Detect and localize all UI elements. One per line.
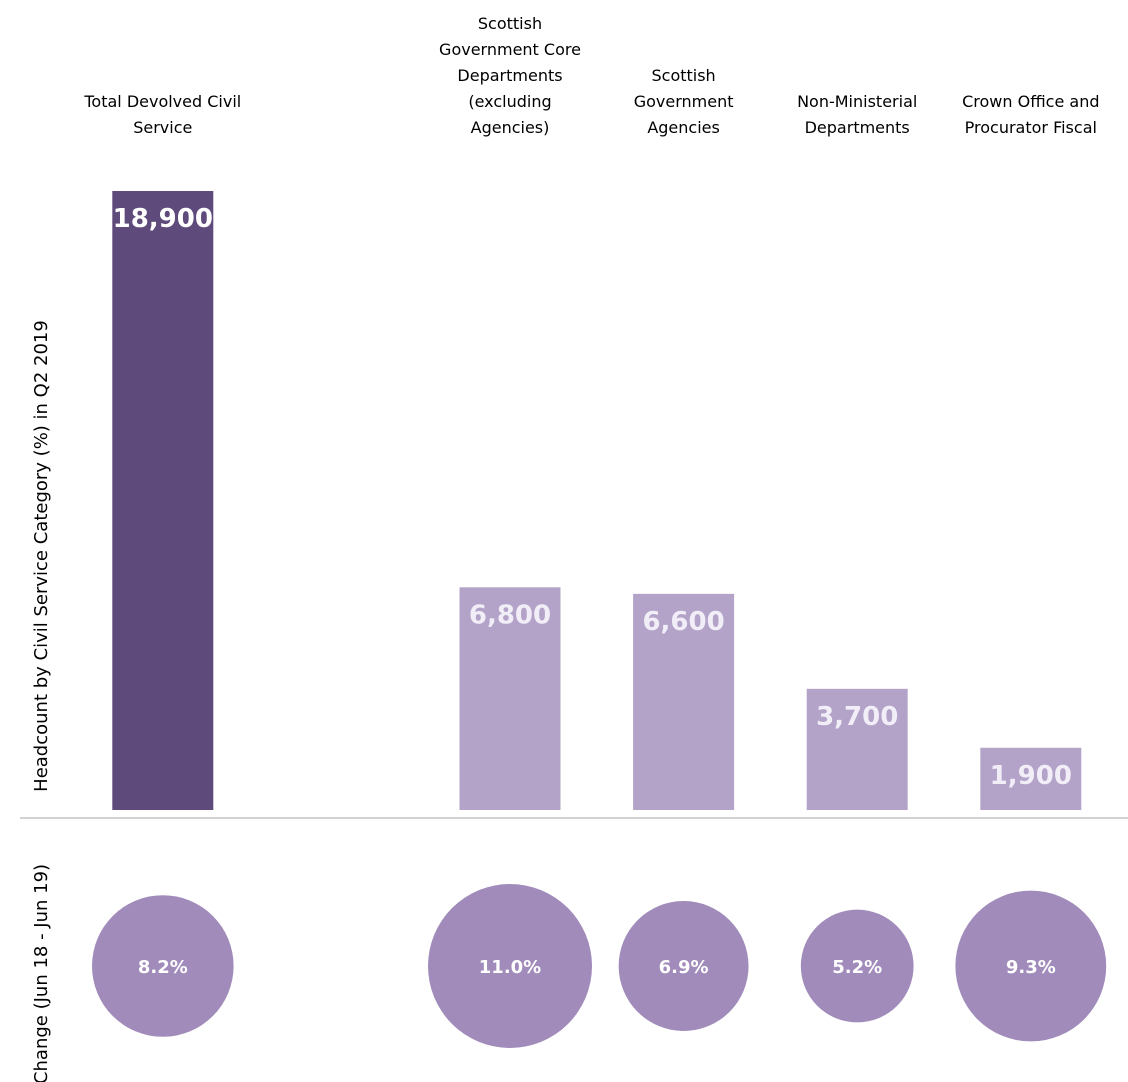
- change-axis-label: Change (Jun 18 - Jun 19): [31, 864, 52, 1082]
- category-label-line: Agencies: [647, 118, 720, 137]
- bar: [980, 747, 1082, 810]
- category-label-line: Scottish: [478, 14, 542, 33]
- category-label-line: (excluding: [468, 92, 551, 111]
- category-label-line: Agencies): [471, 118, 550, 137]
- change-bubble: [92, 895, 234, 1037]
- category-label-line: Crown Office and: [962, 92, 1099, 111]
- bar-series: 18,900 6,800 6,600 3,700 1,900: [112, 191, 1082, 810]
- bar: [459, 587, 561, 810]
- bar: [806, 688, 908, 810]
- change-bubble: [800, 909, 914, 1023]
- category-label-line: Procurator Fiscal: [965, 118, 1097, 137]
- category-label-line: Non-Ministerial: [797, 92, 917, 111]
- change-bubble: [428, 884, 592, 1048]
- category-label-line: Government: [634, 92, 734, 111]
- category-label-line: Departments: [457, 66, 562, 85]
- change-bubble-label: 8.2%: [138, 957, 188, 978]
- change-bubble: [618, 901, 749, 1031]
- change-bubbles: 8.2% 11.0% 6.9% 5.2% 9.3%: [92, 884, 1107, 1048]
- bar-value-label: 6,600: [642, 607, 724, 637]
- category-label-line: Total Devolved Civil: [83, 92, 241, 111]
- change-bubble: [955, 890, 1107, 1042]
- bar-value-label: 1,900: [990, 761, 1072, 791]
- category-label-line: Service: [133, 118, 192, 137]
- change-bubble-label: 6.9%: [659, 957, 709, 978]
- category-label-line: Government Core: [439, 40, 581, 59]
- bar: [633, 593, 735, 810]
- bar-axis-label: Headcount by Civil Service Category (%) …: [31, 320, 52, 792]
- change-bubble-label: 11.0%: [479, 957, 541, 978]
- bar-value-label: 18,900: [113, 204, 213, 234]
- change-bubble-label: 9.3%: [1006, 957, 1056, 978]
- category-label-line: Scottish: [651, 66, 715, 85]
- bar: [112, 191, 214, 810]
- change-bubble-label: 5.2%: [832, 957, 882, 978]
- category-labels: Total Devolved Civil Service Scottish Gover…: [83, 14, 1099, 137]
- bar-value-label: 3,700: [816, 702, 898, 732]
- bar-value-label: 6,800: [469, 600, 551, 630]
- category-label-line: Departments: [805, 118, 910, 137]
